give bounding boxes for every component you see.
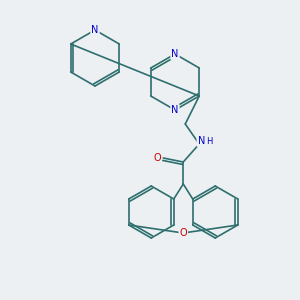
Text: O: O (179, 228, 187, 238)
Text: N: N (171, 49, 179, 59)
Text: H: H (206, 137, 212, 146)
Text: N: N (198, 136, 205, 146)
Text: O: O (153, 153, 161, 163)
Text: N: N (171, 105, 179, 115)
Text: N: N (91, 25, 99, 35)
